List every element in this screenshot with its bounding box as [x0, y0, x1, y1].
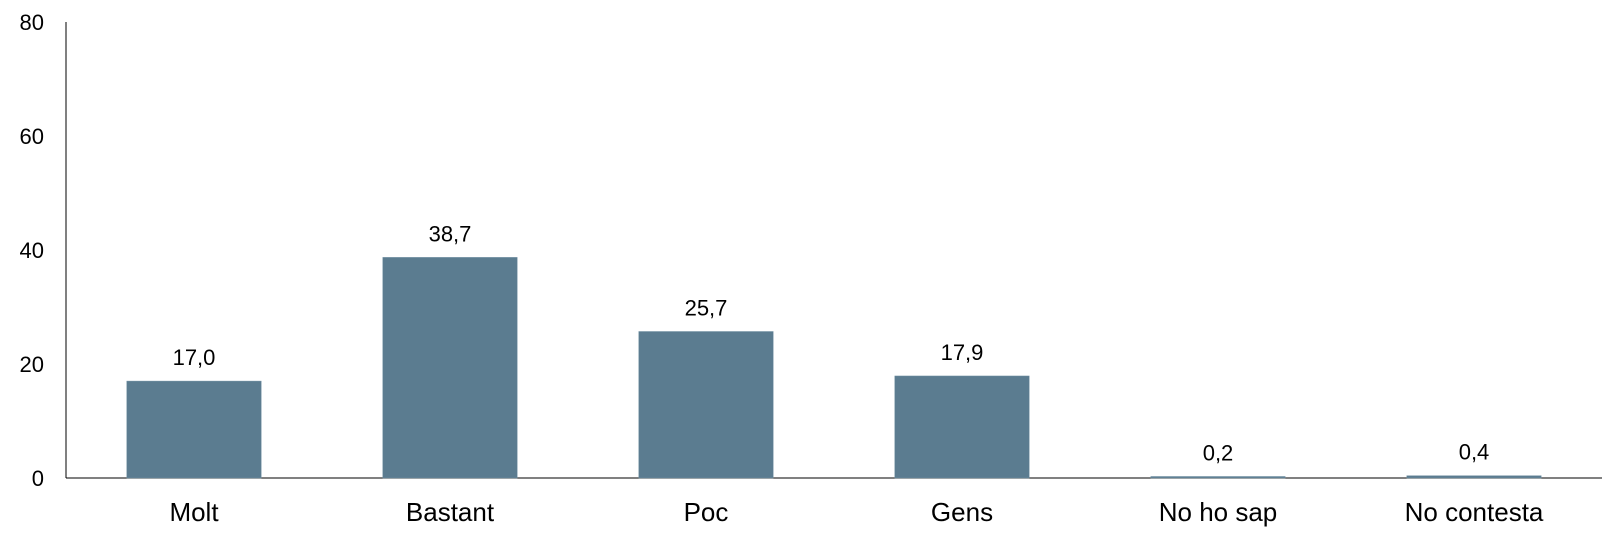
data-label: 0,2	[1203, 441, 1234, 466]
bar-bastant	[382, 257, 518, 479]
y-tick-label: 20	[20, 352, 44, 377]
category-label: Molt	[169, 497, 219, 527]
data-labels: 17,0 38,7 25,7 17,9 0,2 0,4	[173, 221, 1490, 465]
category-label: No contesta	[1405, 497, 1544, 527]
category-labels: Molt Bastant Poc Gens No ho sap No contesta	[169, 497, 1543, 527]
bar-no-ho-sap	[1150, 476, 1286, 479]
category-label: Bastant	[406, 497, 495, 527]
bars	[126, 257, 1542, 479]
y-tick-label: 80	[20, 10, 44, 35]
bar-poc	[638, 331, 774, 479]
category-label: Gens	[931, 497, 993, 527]
category-label: No ho sap	[1159, 497, 1278, 527]
data-label: 0,4	[1459, 440, 1490, 465]
bar-molt	[126, 380, 262, 479]
data-label: 25,7	[685, 296, 728, 321]
y-tick-label: 60	[20, 124, 44, 149]
data-label: 17,0	[173, 345, 216, 370]
category-label: Poc	[684, 497, 729, 527]
y-tick-label: 0	[32, 466, 44, 491]
y-axis: 0 20 40 60 80	[20, 10, 67, 491]
y-tick-label: 40	[20, 238, 44, 263]
bar-gens	[894, 375, 1030, 479]
bar-no-contesta	[1406, 475, 1542, 479]
data-label: 17,9	[941, 340, 984, 365]
data-label: 38,7	[429, 221, 472, 246]
